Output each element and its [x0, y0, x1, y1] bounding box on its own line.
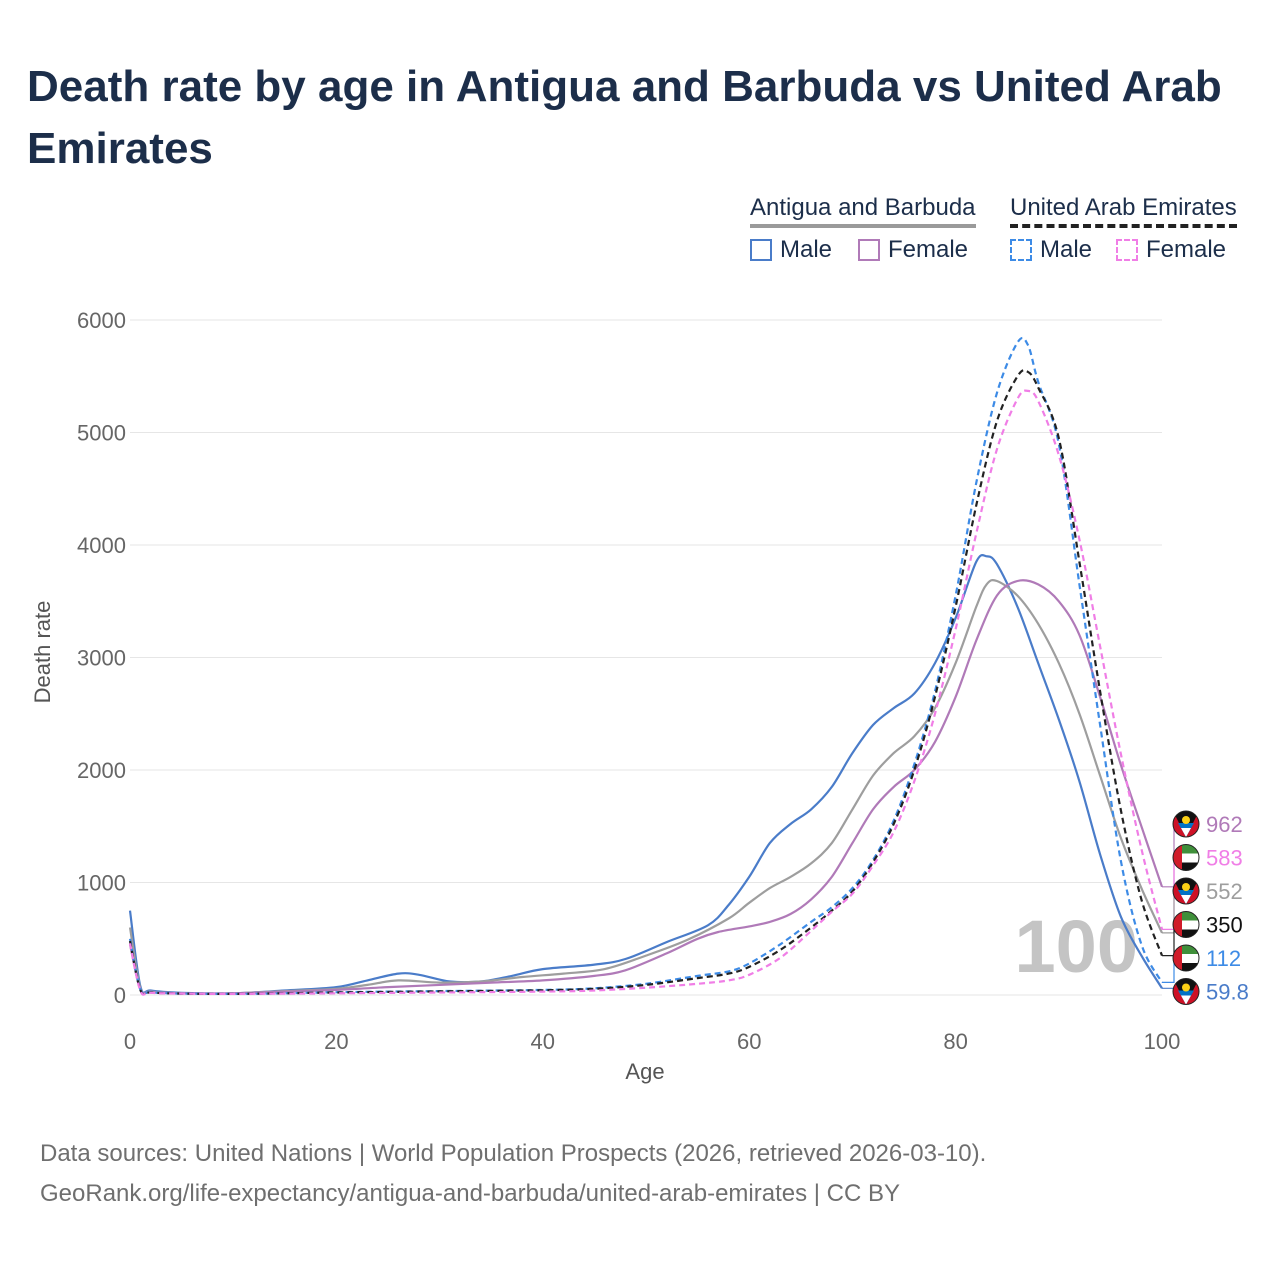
series-lines — [128, 336, 1164, 996]
x-tick-label: 80 — [943, 1029, 967, 1054]
series-line — [128, 389, 1164, 996]
series-line — [128, 579, 1164, 995]
legend-item-uae-male[interactable]: Male — [1010, 236, 1092, 264]
end-value-label: 59.8 — [1206, 980, 1249, 1005]
x-tick-label: 40 — [531, 1029, 555, 1054]
legend-label: Male — [780, 236, 833, 263]
x-tick-label: 60 — [737, 1029, 761, 1054]
series-line — [128, 336, 1163, 996]
end-labels: 962 583 552 350 112 59.8 — [1162, 810, 1249, 1005]
y-tick-label: 1000 — [77, 871, 126, 896]
y-tick-label: 4000 — [77, 533, 126, 558]
series-line — [128, 553, 1163, 995]
x-tick-label: 100 — [1144, 1029, 1181, 1054]
y-tick-label: 5000 — [77, 421, 126, 446]
legend-item-uae-female[interactable]: Female — [1116, 236, 1226, 264]
uae-flag-icon — [1172, 911, 1200, 938]
antigua-flag-icon — [1172, 810, 1200, 838]
x-tick-label: 0 — [124, 1029, 136, 1054]
uae-flag-icon — [1172, 844, 1200, 871]
legend-swatch-dashed-pink — [1116, 239, 1138, 261]
gridlines — [130, 319, 1162, 996]
x-axis-label: Age — [625, 1059, 664, 1084]
y-tick-label: 3000 — [77, 646, 126, 671]
y-tick-label: 2000 — [77, 758, 126, 783]
legend-swatch-dashed-blue — [1010, 239, 1032, 261]
legend-country-antigua: Antigua and Barbuda — [750, 194, 976, 228]
end-value-label: 112 — [1206, 946, 1241, 971]
legend-country-uae: United Arab Emirates — [1010, 194, 1237, 228]
end-value-label: 552 — [1206, 879, 1243, 904]
uae-flag-icon — [1172, 944, 1200, 972]
axis-ticks: 0 1000 2000 3000 4000 5000 6000 0 20 40 60 80 100 — [77, 308, 1180, 1054]
legend-label: Female — [1146, 236, 1227, 263]
antigua-flag-icon — [1172, 877, 1200, 905]
footer-source: Data sources: United Nations | World Pop… — [40, 1140, 987, 1167]
end-value-label: 350 — [1206, 913, 1243, 938]
year-watermark: 100 — [1015, 905, 1138, 988]
footer-link[interactable]: GeoRank.org/life-expectancy/antigua-and-… — [40, 1180, 901, 1207]
y-tick-label: 0 — [114, 983, 126, 1008]
series-line — [128, 369, 1164, 996]
legend-item-antigua-male[interactable]: Male — [750, 236, 832, 264]
series-line — [128, 579, 1164, 995]
y-tick-label: 6000 — [77, 308, 126, 333]
legend-label: Female — [888, 236, 969, 263]
antigua-flag-icon — [1172, 978, 1200, 1005]
legend-swatch-solid-blue — [750, 239, 772, 261]
chart-title: Death rate by age in Antigua and Barbuda… — [27, 62, 1222, 173]
legend-item-antigua-female[interactable]: Female — [858, 236, 968, 264]
x-tick-label: 20 — [324, 1029, 348, 1054]
legend-swatch-solid-purple — [858, 239, 880, 261]
end-value-label: 962 — [1206, 812, 1243, 837]
end-value-label: 583 — [1206, 846, 1243, 871]
y-axis-label: Death rate — [30, 601, 55, 704]
legend-label: Male — [1040, 236, 1093, 263]
